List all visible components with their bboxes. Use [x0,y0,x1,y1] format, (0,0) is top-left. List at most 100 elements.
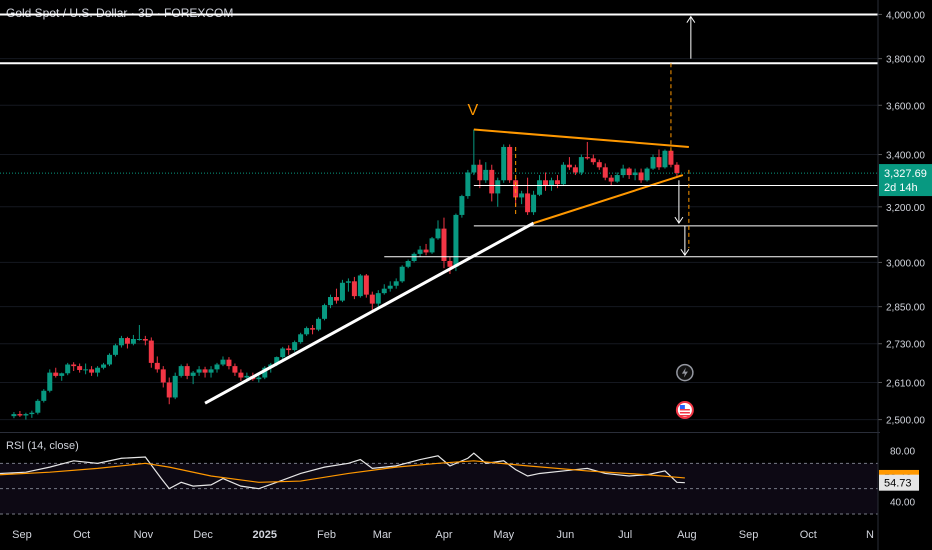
candle-body [256,377,262,380]
candle-body [626,168,632,176]
time-tick-label: Sep [739,529,759,541]
candle-body [351,281,357,297]
candle-body [130,339,136,344]
candle-body [339,282,345,301]
price-tick-label: 2,850.00 [886,303,925,314]
time-tick-label: Sep [12,529,32,541]
pattern-label: V [468,102,479,119]
candle-body [83,369,89,371]
candle-body [596,162,602,168]
candle-body [35,400,41,413]
arrow-head [674,216,684,225]
candle-body [184,366,190,376]
candle-body [602,167,608,178]
candle-body [507,146,513,181]
candle-body [632,172,638,176]
candle-body [441,228,447,261]
time-tick-label: May [493,529,514,541]
candle-body [656,157,662,168]
candle-body [244,375,250,378]
candle-body [226,359,232,367]
candle-body [543,180,549,186]
candle-body [644,168,650,181]
candle-body [572,167,578,173]
candle-body [614,175,620,182]
time-tick-label: Feb [317,529,336,541]
us-flag-icon [675,400,694,419]
price-tick-label: 3,200.00 [886,203,925,214]
candle-body [107,354,113,365]
candle-body [220,359,226,365]
candle-body [668,150,674,165]
candle-body [525,193,531,213]
candle-body [554,180,560,185]
candle-body [190,372,196,376]
rsi-tick-label: 80.00 [890,447,915,458]
panel-separator[interactable] [0,432,880,433]
candle-body [375,293,381,304]
candle-body [519,193,525,198]
time-tick-label: 2025 [253,529,277,541]
price-tick-label: 3,600.00 [886,101,925,112]
candle-body [310,328,316,330]
candle-body [513,180,519,198]
candle-body [172,375,178,398]
candle-body [566,164,572,168]
candle-body [405,260,411,267]
time-tick-label: Apr [435,529,452,541]
candle-body [11,414,17,417]
arrow-head [680,248,690,257]
candle-body [345,281,351,283]
candle-body [53,372,59,376]
candle-body [23,414,29,416]
candle-body [238,372,244,378]
price-tick-label: 2,730.00 [886,340,925,351]
price-tick-label: 4,000.00 [886,10,925,21]
candle-body [29,412,35,415]
candle-body [662,150,668,168]
candle-body [459,196,465,215]
candle-body [160,369,166,383]
candle-body [298,334,304,343]
axes: 2,500.00 2,610.00 2,730.00 2,850.00 3,000.00… [12,0,932,550]
candle-body [142,339,148,341]
candle-body [590,158,596,163]
candle-body [232,366,238,373]
drawings: V [0,13,878,419]
candle-body [483,169,489,181]
candle-body [560,164,566,185]
last-price-label: 3,327.69 [884,168,927,180]
rsi-value-label: 54.73 [884,478,912,490]
candle-body [638,172,644,181]
candle-body [584,157,590,159]
candle-body [71,364,77,367]
time-tick-label: Aug [677,529,697,541]
price-tick-label: 2,500.00 [886,416,925,427]
candle-body [333,297,339,301]
orange-lower-triangle-line [533,174,684,225]
candle-body [423,249,429,253]
drawings-back [0,13,878,421]
candle-body [650,157,656,169]
candle-body [101,364,107,368]
candle-body [124,338,130,344]
candle-body [489,169,495,194]
candle-body [208,369,214,373]
candle-body [166,382,172,398]
candle-body [154,362,160,370]
candle-body [471,164,477,173]
candle-body [548,180,554,186]
lightning-icon [676,363,694,382]
time-tick-label: Oct [73,529,90,541]
time-tick-label: Mar [373,529,392,541]
candle-body [608,177,614,182]
candle-body [262,367,268,378]
candle-body [435,228,441,239]
candle-body [537,180,543,195]
candle-body [136,339,142,341]
candle-body [477,164,483,181]
candle-body [112,345,118,355]
rsi-value-badge [879,474,919,491]
